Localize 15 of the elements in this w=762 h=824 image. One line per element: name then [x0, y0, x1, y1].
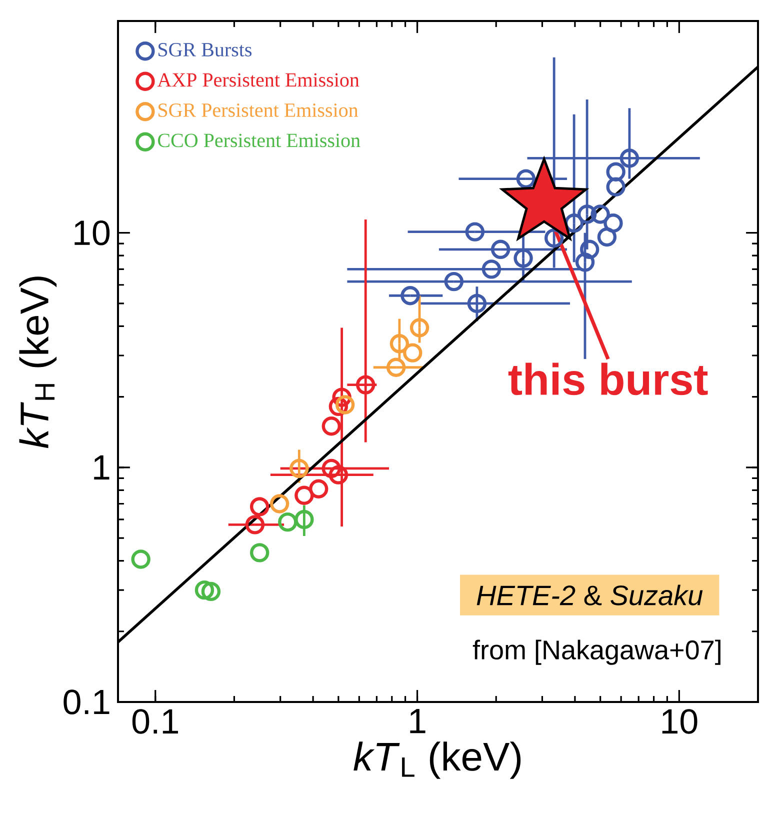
- x-axis-title: kT$_{L}$ (keV): [354, 742, 521, 779]
- x-tick-label: 1: [410, 709, 426, 734]
- y-tick-label: 1: [94, 455, 110, 480]
- legend-label: SGR Bursts: [158, 43, 252, 56]
- y-axis-title: kT$_{H}$ (keV): [19, 276, 57, 448]
- x-tick-label: 0.1: [132, 709, 178, 734]
- y-tick-label: 10: [74, 220, 110, 246]
- annotation: this burst: [508, 362, 708, 396]
- y-tick-label: 0.1: [64, 690, 110, 714]
- legend-label: CCO Persistent Emission: [158, 134, 360, 148]
- x-tick-label: 10: [662, 709, 698, 734]
- legend-label: SGR Persistent Emission: [158, 104, 358, 117]
- annotation: from [Nakagawa+07]: [472, 640, 720, 665]
- legend-label: AXP Persistent Emission: [157, 73, 360, 87]
- annotation: HETE-2 & Suzaku: [476, 584, 703, 606]
